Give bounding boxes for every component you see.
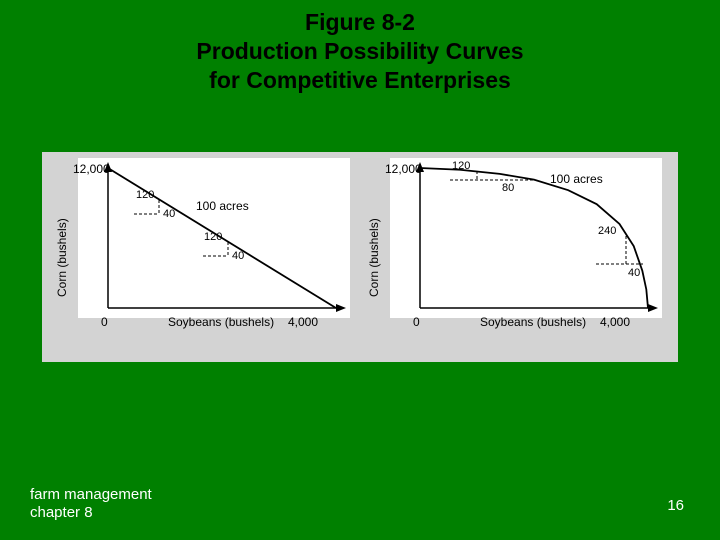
slide-number: 16 [667,497,684,514]
left-step2-dy: 40 [232,250,244,262]
arrow-icon [336,304,346,312]
slide-title: Figure 8-2 Production Possibility Curves… [0,0,720,94]
footer-left-line2: chapter 8 [30,504,152,522]
left-step2-dx: 120 [204,231,222,243]
right-anno-label: 100 acres [550,172,603,186]
right-ylabel: Corn (bushels) [367,218,381,297]
title-line1: Figure 8-2 [0,8,720,37]
left-step1-dx: 120 [136,189,154,201]
arrow-icon [648,304,658,312]
right-step2-dy: 40 [628,267,640,279]
left-step1-dy: 40 [163,208,175,220]
right-step1-dx: 120 [452,160,470,172]
right-x0-label: 0 [413,315,420,329]
left-x0-label: 0 [101,315,108,329]
left-anno-label: 100 acres [196,199,249,213]
left-xlabel: Soybeans (bushels) [168,315,274,329]
chart-band: 12,000 0 4,000 Soybeans (bushels) 120 40… [42,152,678,362]
left-xmax-label: 4,000 [288,315,318,329]
right-ppc-curve [420,168,648,308]
right-step1-dy: 80 [502,182,514,194]
footer-left: farm management chapter 8 [30,486,152,522]
footer-left-line1: farm management [30,486,152,504]
left-ylabel: Corn (bushels) [55,218,69,297]
right-xlabel: Soybeans (bushels) [480,315,586,329]
left-ymax-label: 12,000 [73,162,110,176]
charts-svg: 12,000 0 4,000 Soybeans (bushels) 120 40… [42,152,678,362]
right-step2-dx: 240 [598,225,616,237]
right-ymax-label: 12,000 [385,162,422,176]
title-line3: for Competitive Enterprises [0,66,720,95]
title-line2: Production Possibility Curves [0,37,720,66]
right-xmax-label: 4,000 [600,315,630,329]
